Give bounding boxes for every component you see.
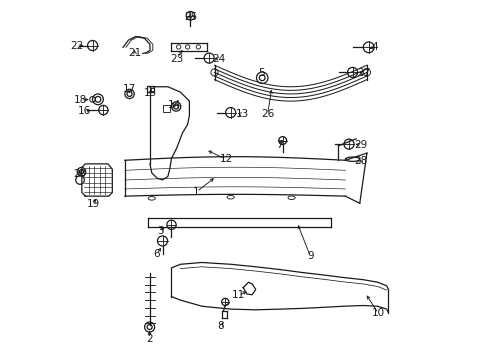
Text: 29: 29 — [354, 140, 367, 150]
Text: 15: 15 — [144, 88, 157, 98]
Text: 17: 17 — [122, 84, 136, 94]
Text: 7: 7 — [276, 140, 283, 150]
Text: 23: 23 — [170, 54, 183, 64]
Bar — [163, 105, 170, 112]
Text: 5: 5 — [258, 68, 265, 78]
Bar — [147, 86, 154, 92]
Text: 10: 10 — [372, 309, 385, 318]
Text: 16: 16 — [78, 106, 91, 116]
Text: 6: 6 — [153, 249, 160, 259]
Text: 3: 3 — [157, 226, 164, 236]
Text: 26: 26 — [261, 109, 274, 120]
Text: 9: 9 — [307, 251, 314, 261]
Text: 19: 19 — [87, 199, 100, 209]
Text: 22: 22 — [70, 41, 83, 51]
Text: 20: 20 — [73, 168, 86, 179]
Text: 2: 2 — [147, 333, 153, 343]
Text: 13: 13 — [236, 109, 249, 120]
Text: 14: 14 — [168, 100, 181, 111]
Text: 21: 21 — [128, 48, 142, 58]
Text: 24: 24 — [212, 54, 225, 64]
Text: 4: 4 — [371, 42, 378, 51]
Text: 1: 1 — [193, 187, 200, 197]
Text: 28: 28 — [354, 156, 367, 166]
Text: 27: 27 — [357, 68, 370, 78]
Text: 8: 8 — [218, 321, 224, 331]
Text: 12: 12 — [220, 154, 233, 164]
Text: 18: 18 — [74, 95, 87, 105]
Text: 25: 25 — [184, 12, 197, 22]
Text: 11: 11 — [232, 291, 245, 301]
